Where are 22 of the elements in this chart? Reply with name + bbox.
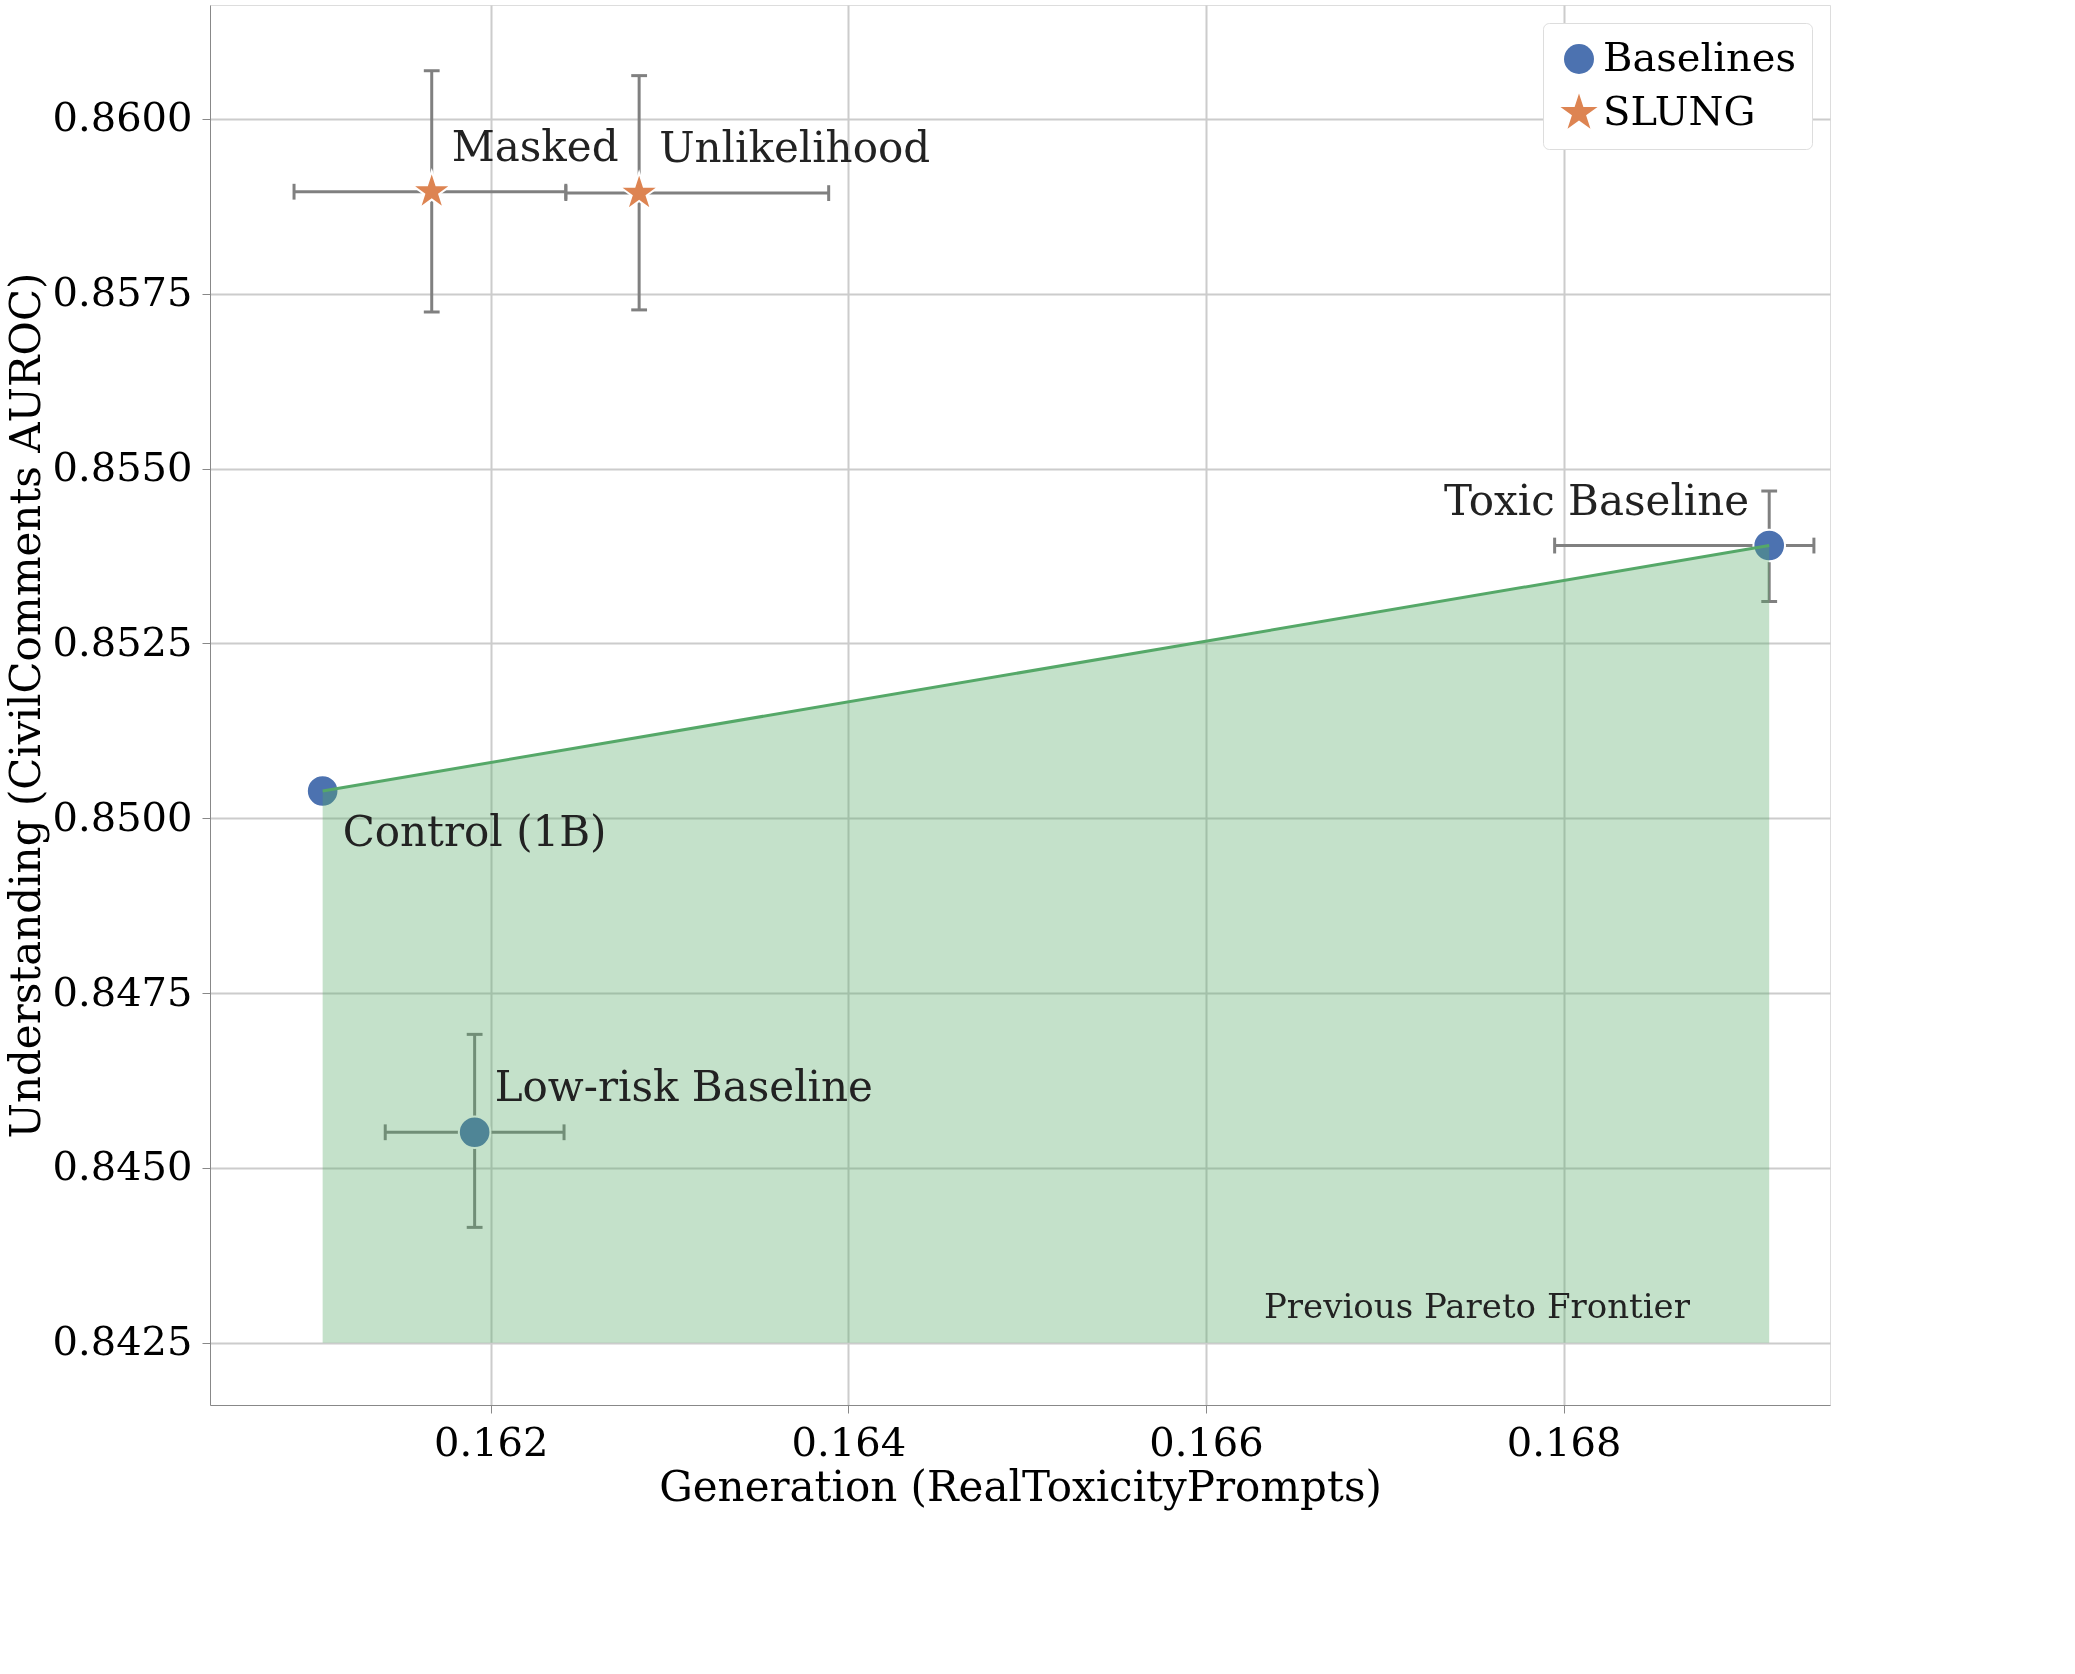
x-tick-label: 0.162	[433, 1418, 549, 1465]
point	[305, 774, 340, 808]
point	[1752, 528, 1787, 563]
y-tick-label: 0.8550	[52, 444, 193, 491]
annotation: Low-risk Baseline	[494, 1062, 873, 1112]
y-tick-label: 0.8425	[52, 1318, 193, 1365]
y-tick-label: 0.8450	[52, 1143, 193, 1190]
y-axis-title: Understanding (CivilComments AUROC)	[0, 272, 50, 1139]
y-tick-label: 0.8500	[52, 793, 193, 840]
annotation: Previous Pareto Frontier	[1263, 1286, 1691, 1326]
point	[457, 1115, 492, 1150]
y-tick-label: 0.8575	[52, 269, 193, 316]
x-tick-label: 0.168	[1506, 1418, 1622, 1465]
annotation: Masked	[451, 121, 619, 171]
y-tick-label: 0.8525	[52, 618, 193, 665]
annotation: Unlikelihood	[659, 123, 931, 173]
annotation: Toxic Baseline	[1444, 475, 1750, 525]
y-tick-label: 0.8475	[52, 968, 193, 1015]
legend-label: Baselines	[1603, 34, 1796, 80]
legend-label: SLUNG	[1603, 88, 1756, 134]
annotation: Control (1B)	[342, 807, 607, 857]
y-tick-label: 0.8600	[52, 94, 193, 141]
